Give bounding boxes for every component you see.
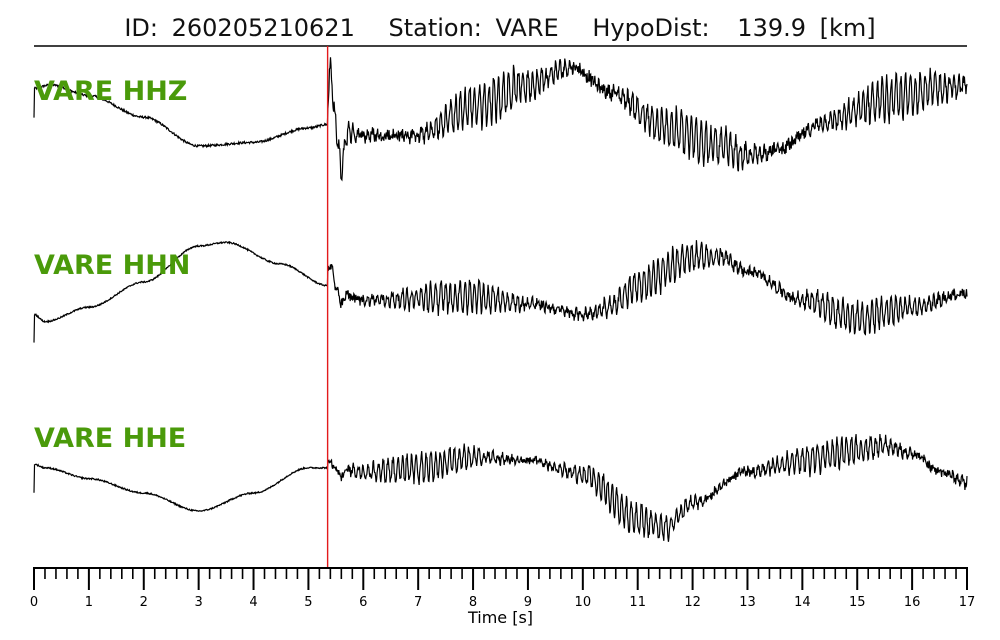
x-tick-label: 4 — [249, 595, 257, 610]
x-tick-label: 7 — [414, 595, 422, 610]
trace-group: VARE HHZ VARE HHN VARE HHE — [33, 57, 968, 542]
x-tick-label: 8 — [469, 595, 477, 610]
x-tick-label: 6 — [359, 595, 367, 610]
station-label: Station: — [388, 14, 481, 42]
hypodist-value: 139.9 — [737, 14, 806, 42]
x-tick-label: 13 — [739, 595, 756, 610]
x-tick-label: 17 — [959, 595, 976, 610]
x-tick-label: 14 — [794, 595, 811, 610]
x-tick-label: 16 — [904, 595, 921, 610]
trace-vare-hhe — [33, 434, 968, 542]
header-title: ID: 260205210621 Station: VARE HypoDist:… — [124, 14, 875, 42]
trace-label: VARE HHZ — [34, 76, 187, 107]
x-tick-label: 9 — [524, 595, 532, 610]
x-tick-label: 2 — [140, 595, 148, 610]
x-tick-label: 3 — [195, 595, 203, 610]
x-tick-label: 12 — [684, 595, 701, 610]
id-label: ID: — [124, 14, 158, 42]
x-axis-label: Time [s] — [467, 608, 533, 627]
x-ticks: 0 1 2 3 4 5 6 7 8 9 10 11 12 13 14 15 16 17 — [30, 568, 975, 610]
station-value: VARE — [496, 14, 559, 42]
trace-vare-hhz — [33, 57, 968, 182]
hypodist-unit: [km] — [820, 14, 876, 42]
trace-label: VARE HHN — [34, 250, 190, 281]
x-tick-label: 10 — [575, 595, 592, 610]
trace-vare-hhn — [33, 240, 968, 343]
x-tick-label: 5 — [304, 595, 312, 610]
x-tick-label: 1 — [85, 595, 93, 610]
x-tick-label: 15 — [849, 595, 866, 610]
hypodist-label: HypoDist: — [592, 14, 709, 42]
x-tick-label: 11 — [629, 595, 646, 610]
x-axis: 0 1 2 3 4 5 6 7 8 9 10 11 12 13 14 15 16 17 — [30, 567, 975, 610]
trace-label: VARE HHE — [34, 423, 186, 454]
x-tick-label: 0 — [30, 595, 38, 610]
id-value: 260205210621 — [172, 14, 355, 42]
